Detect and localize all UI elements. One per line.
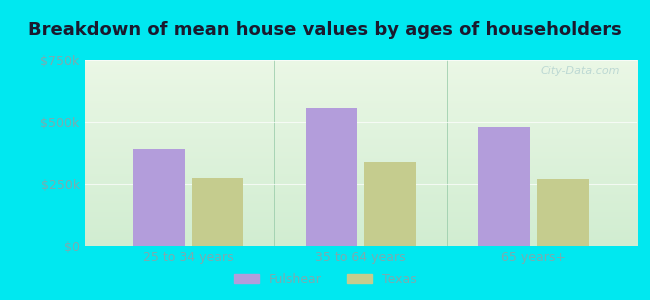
Bar (478, 127, 530, 246)
Legend: Fulshear, Texas: Fulshear, Texas (229, 268, 421, 291)
Bar (192, 178, 243, 246)
Bar (133, 149, 185, 246)
Text: Breakdown of mean house values by ages of householders: Breakdown of mean house values by ages o… (28, 21, 622, 39)
Bar (537, 179, 589, 246)
Bar (306, 108, 358, 246)
Text: City-Data.com: City-Data.com (541, 66, 620, 76)
Bar (364, 162, 416, 246)
